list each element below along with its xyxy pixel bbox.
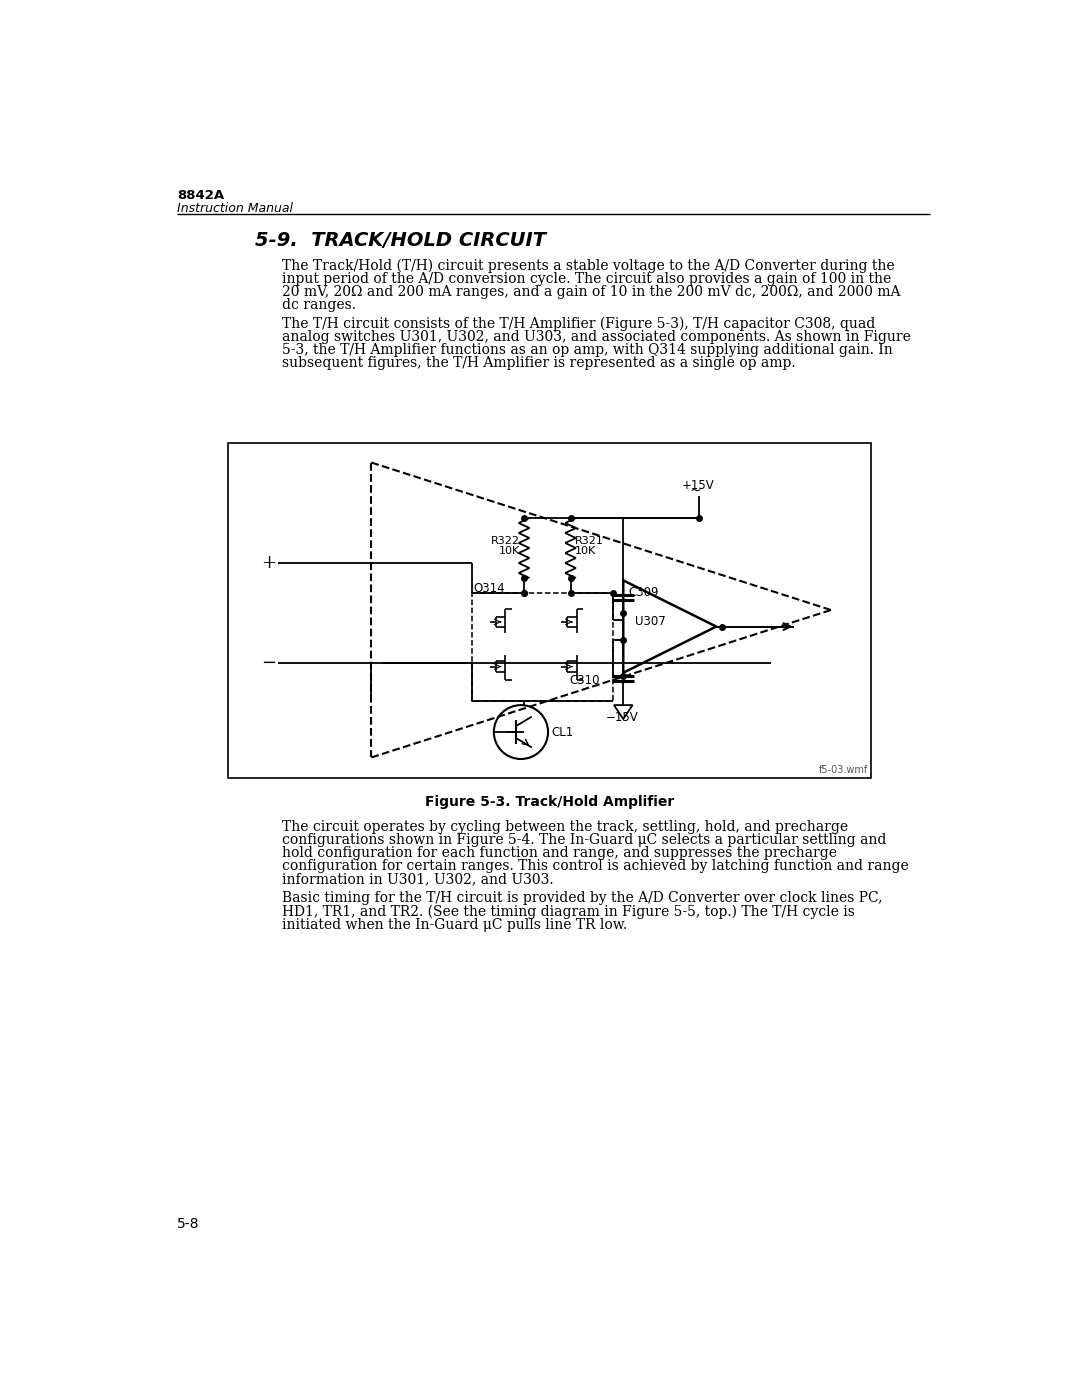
Text: configuration for certain ranges. This control is achieved by latching function : configuration for certain ranges. This c…: [282, 859, 909, 873]
Text: −15V: −15V: [606, 711, 639, 724]
Text: hold configuration for each function and range, and suppresses the precharge: hold configuration for each function and…: [282, 847, 837, 861]
Text: C309: C309: [629, 585, 659, 599]
Text: HD1, TR1, and TR2. (See the timing diagram in Figure 5-5, top.) The T/H cycle is: HD1, TR1, and TR2. (See the timing diagr…: [282, 904, 855, 919]
Text: R322: R322: [491, 535, 521, 546]
Text: 8842A: 8842A: [177, 189, 224, 203]
Text: CL1: CL1: [551, 726, 573, 739]
Bar: [472, 594, 613, 701]
Text: 20 mV, 20Ω and 200 mA ranges, and a gain of 10 in the 200 mV dc, 200Ω, and 2000 : 20 mV, 20Ω and 200 mA ranges, and a gain…: [282, 285, 901, 299]
Text: +: +: [260, 553, 275, 571]
Text: R321: R321: [575, 535, 604, 546]
Text: information in U301, U302, and U303.: information in U301, U302, and U303.: [282, 872, 554, 886]
Text: +15V: +15V: [681, 479, 714, 493]
Text: 10K: 10K: [575, 546, 596, 556]
Text: 10K: 10K: [499, 546, 521, 556]
Text: initiated when the In-Guard μC pulls line TR low.: initiated when the In-Guard μC pulls lin…: [282, 918, 627, 932]
Text: configurations shown in Figure 5-4. The In-Guard μC selects a particular settlin: configurations shown in Figure 5-4. The …: [282, 833, 887, 847]
Text: Q314: Q314: [474, 581, 505, 594]
Text: The T/H circuit consists of the T/H Amplifier (Figure 5-3), T/H capacitor C308, : The T/H circuit consists of the T/H Ampl…: [282, 317, 876, 331]
Text: U307: U307: [635, 616, 665, 629]
Text: −: −: [260, 654, 275, 672]
Text: 5-9.  TRACK/HOLD CIRCUIT: 5-9. TRACK/HOLD CIRCUIT: [255, 231, 546, 250]
Text: The circuit operates by cycling between the track, settling, hold, and precharge: The circuit operates by cycling between …: [282, 820, 849, 834]
Text: subsequent figures, the T/H Amplifier is represented as a single op amp.: subsequent figures, the T/H Amplifier is…: [282, 356, 796, 370]
Text: Basic timing for the T/H circuit is provided by the A/D Converter over clock lin: Basic timing for the T/H circuit is prov…: [282, 891, 882, 905]
Text: ~: ~: [689, 483, 701, 499]
Text: f5-03.wmf: f5-03.wmf: [819, 766, 868, 775]
Bar: [228, 443, 872, 778]
Text: dc ranges.: dc ranges.: [282, 298, 356, 312]
Text: Instruction Manual: Instruction Manual: [177, 201, 293, 215]
Text: 5-3, the T/H Amplifier functions as an op amp, with Q314 supplying additional ga: 5-3, the T/H Amplifier functions as an o…: [282, 344, 893, 358]
Text: 5-8: 5-8: [177, 1217, 200, 1231]
Text: C310: C310: [569, 675, 599, 687]
Text: analog switches U301, U302, and U303, and associated components. As shown in Fig: analog switches U301, U302, and U303, an…: [282, 330, 912, 344]
Text: Figure 5-3. Track/Hold Amplifier: Figure 5-3. Track/Hold Amplifier: [426, 795, 674, 809]
Text: input period of the A/D conversion cycle. The circuit also provides a gain of 10: input period of the A/D conversion cycle…: [282, 271, 891, 285]
Text: The Track/Hold (T/H) circuit presents a stable voltage to the A/D Converter duri: The Track/Hold (T/H) circuit presents a …: [282, 258, 895, 272]
